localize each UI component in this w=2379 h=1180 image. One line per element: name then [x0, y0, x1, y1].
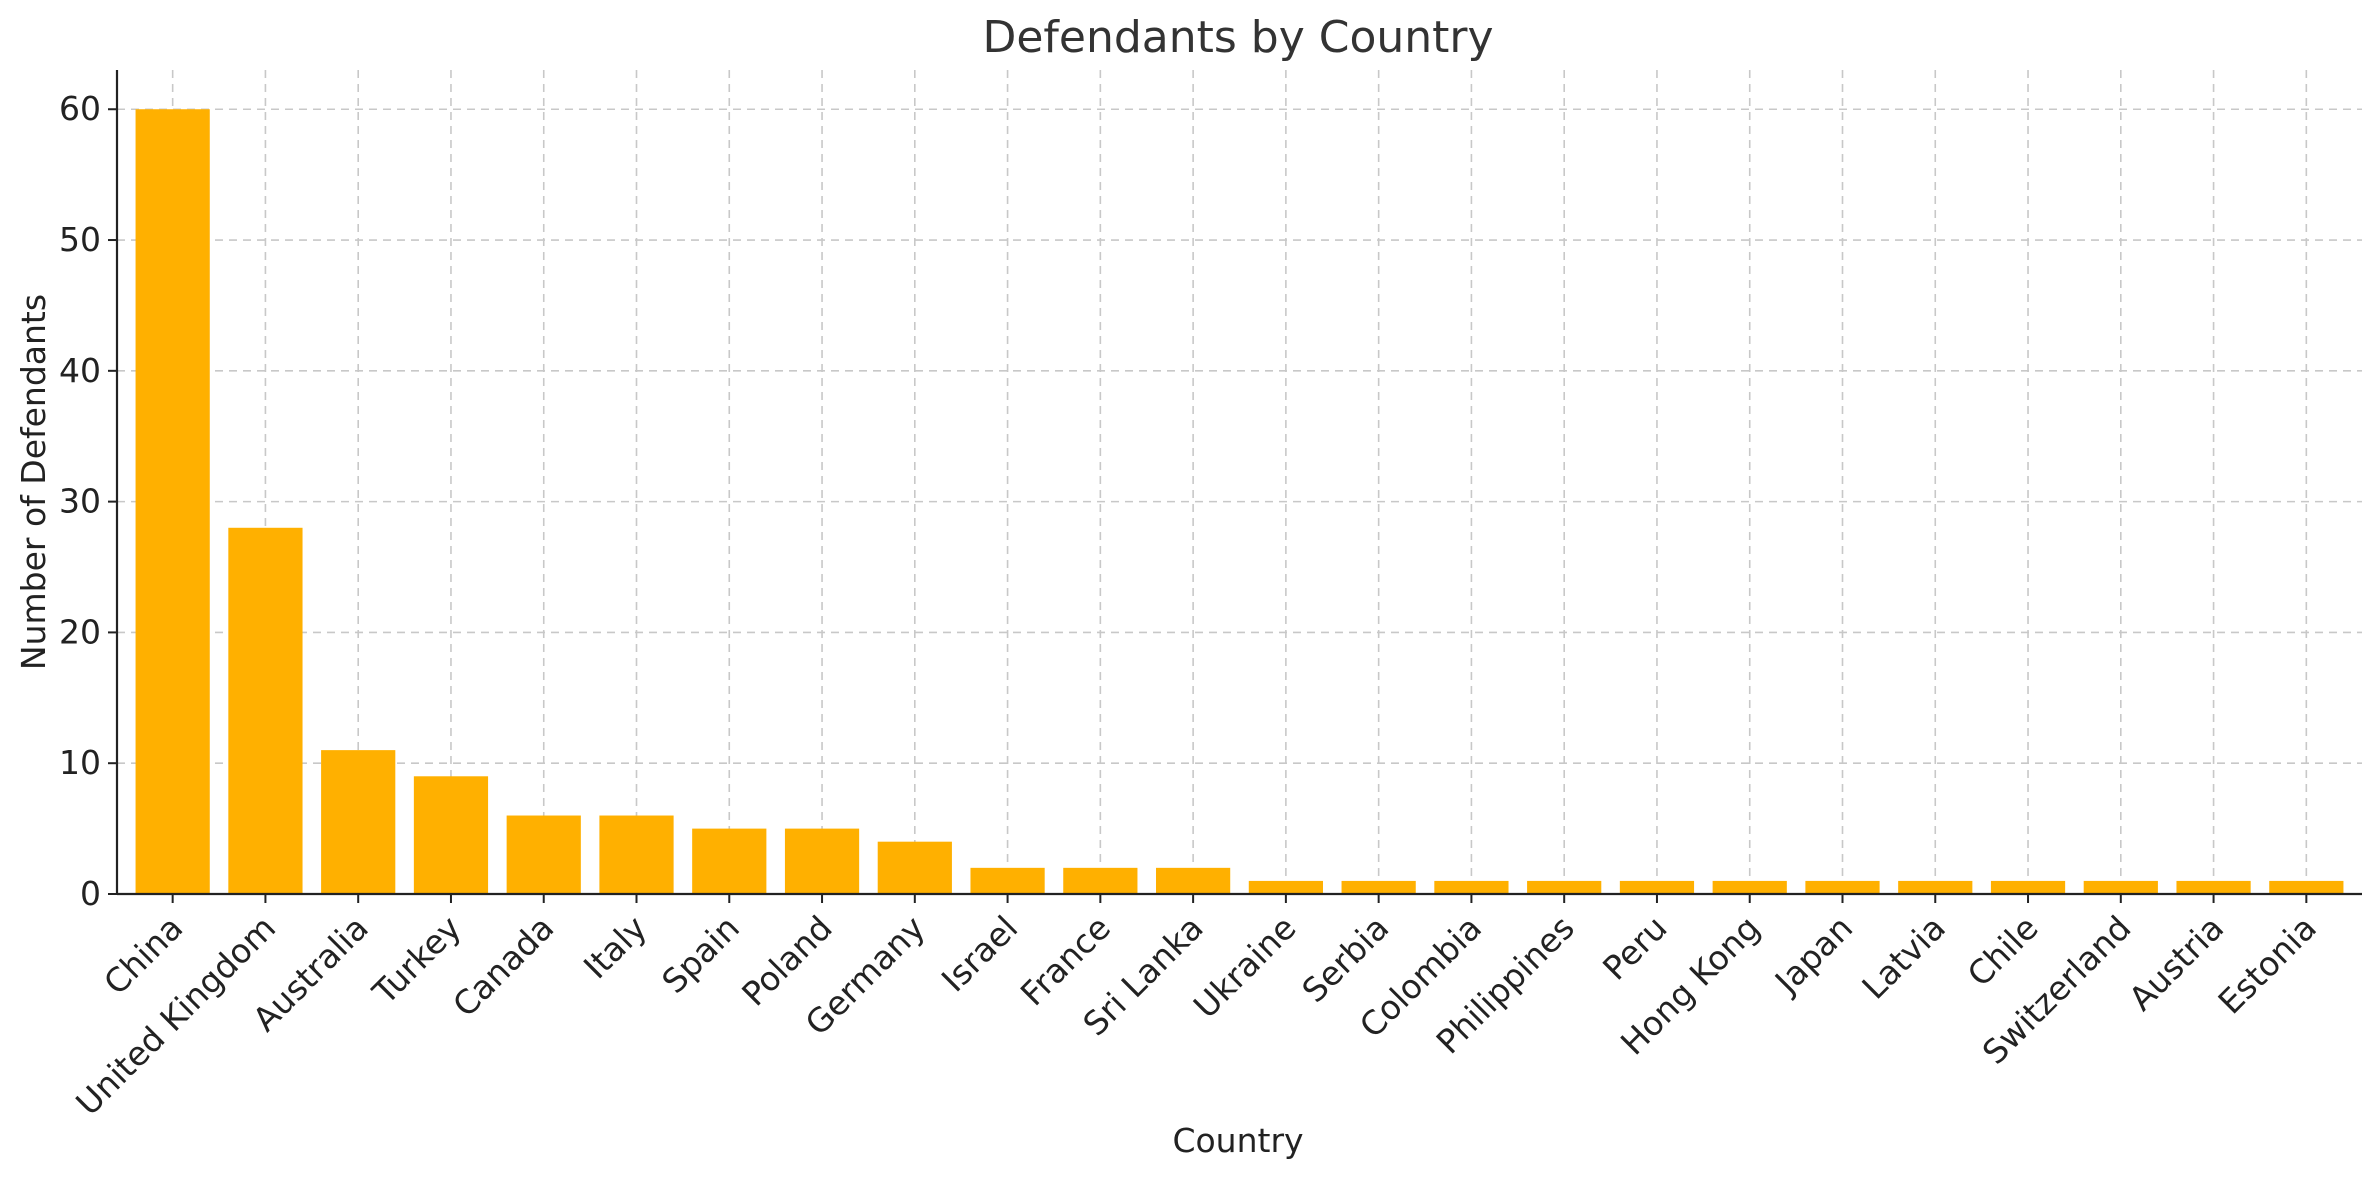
y-tick-label: 0: [80, 874, 101, 913]
bar-estonia: [2269, 880, 2344, 894]
axes: [115, 70, 2362, 896]
bar-switzerland: [2083, 880, 2158, 894]
x-tick-label: Austria: [2121, 908, 2231, 1018]
y-tick-label: 50: [59, 220, 101, 259]
bar-serbia: [1341, 880, 1416, 894]
x-tick-label: Italy: [576, 908, 654, 986]
bar-israel: [970, 867, 1045, 894]
grid: [117, 70, 2362, 895]
bar-united-kingdom: [228, 527, 303, 894]
x-tick-label: Ukraine: [1186, 908, 1304, 1026]
y-tick-label: 10: [59, 743, 101, 782]
bar-poland: [784, 828, 860, 894]
bar-germany: [877, 841, 952, 894]
bar-hong-kong: [1712, 880, 1787, 894]
bar-australia: [321, 750, 396, 894]
y-tick-label: 60: [59, 89, 101, 128]
bar-philippines: [1527, 880, 1602, 894]
y-ticks: 0 10 20 30 40 50 60: [59, 89, 117, 913]
bars: [135, 109, 2344, 894]
bar-sri-lanka: [1156, 867, 1231, 894]
x-axis-label: Country: [1172, 1121, 1303, 1160]
y-tick-label: 20: [59, 612, 101, 651]
bar-latvia: [1898, 880, 1973, 894]
y-tick-label: 40: [59, 351, 101, 390]
bar-china: [135, 109, 210, 894]
bar-chile: [1990, 880, 2066, 894]
chart-title: Defendants by Country: [982, 12, 1493, 63]
x-tick-label: Peru: [1595, 908, 1675, 988]
bar-japan: [1805, 880, 1880, 894]
bar-turkey: [413, 776, 489, 894]
bar-spain: [692, 828, 767, 894]
x-tick-label: Canada: [445, 908, 561, 1024]
x-tick-label: Latvia: [1854, 908, 1953, 1007]
x-tick-label: Spain: [654, 908, 747, 1001]
bar-peru: [1619, 880, 1695, 894]
y-tick-label: 30: [59, 482, 101, 521]
bar-italy: [599, 815, 674, 894]
bar-france: [1063, 867, 1138, 894]
y-axis-label: Number of Defendants: [14, 294, 53, 670]
bar-ukraine: [1248, 880, 1323, 894]
x-tick-label: Estonia: [2211, 908, 2324, 1021]
bar-canada: [506, 815, 581, 894]
x-tick-label: Chile: [1960, 908, 2046, 994]
bar-colombia: [1434, 880, 1509, 894]
x-tick-label: Japan: [1766, 908, 1860, 1002]
bar-austria: [2176, 880, 2251, 894]
